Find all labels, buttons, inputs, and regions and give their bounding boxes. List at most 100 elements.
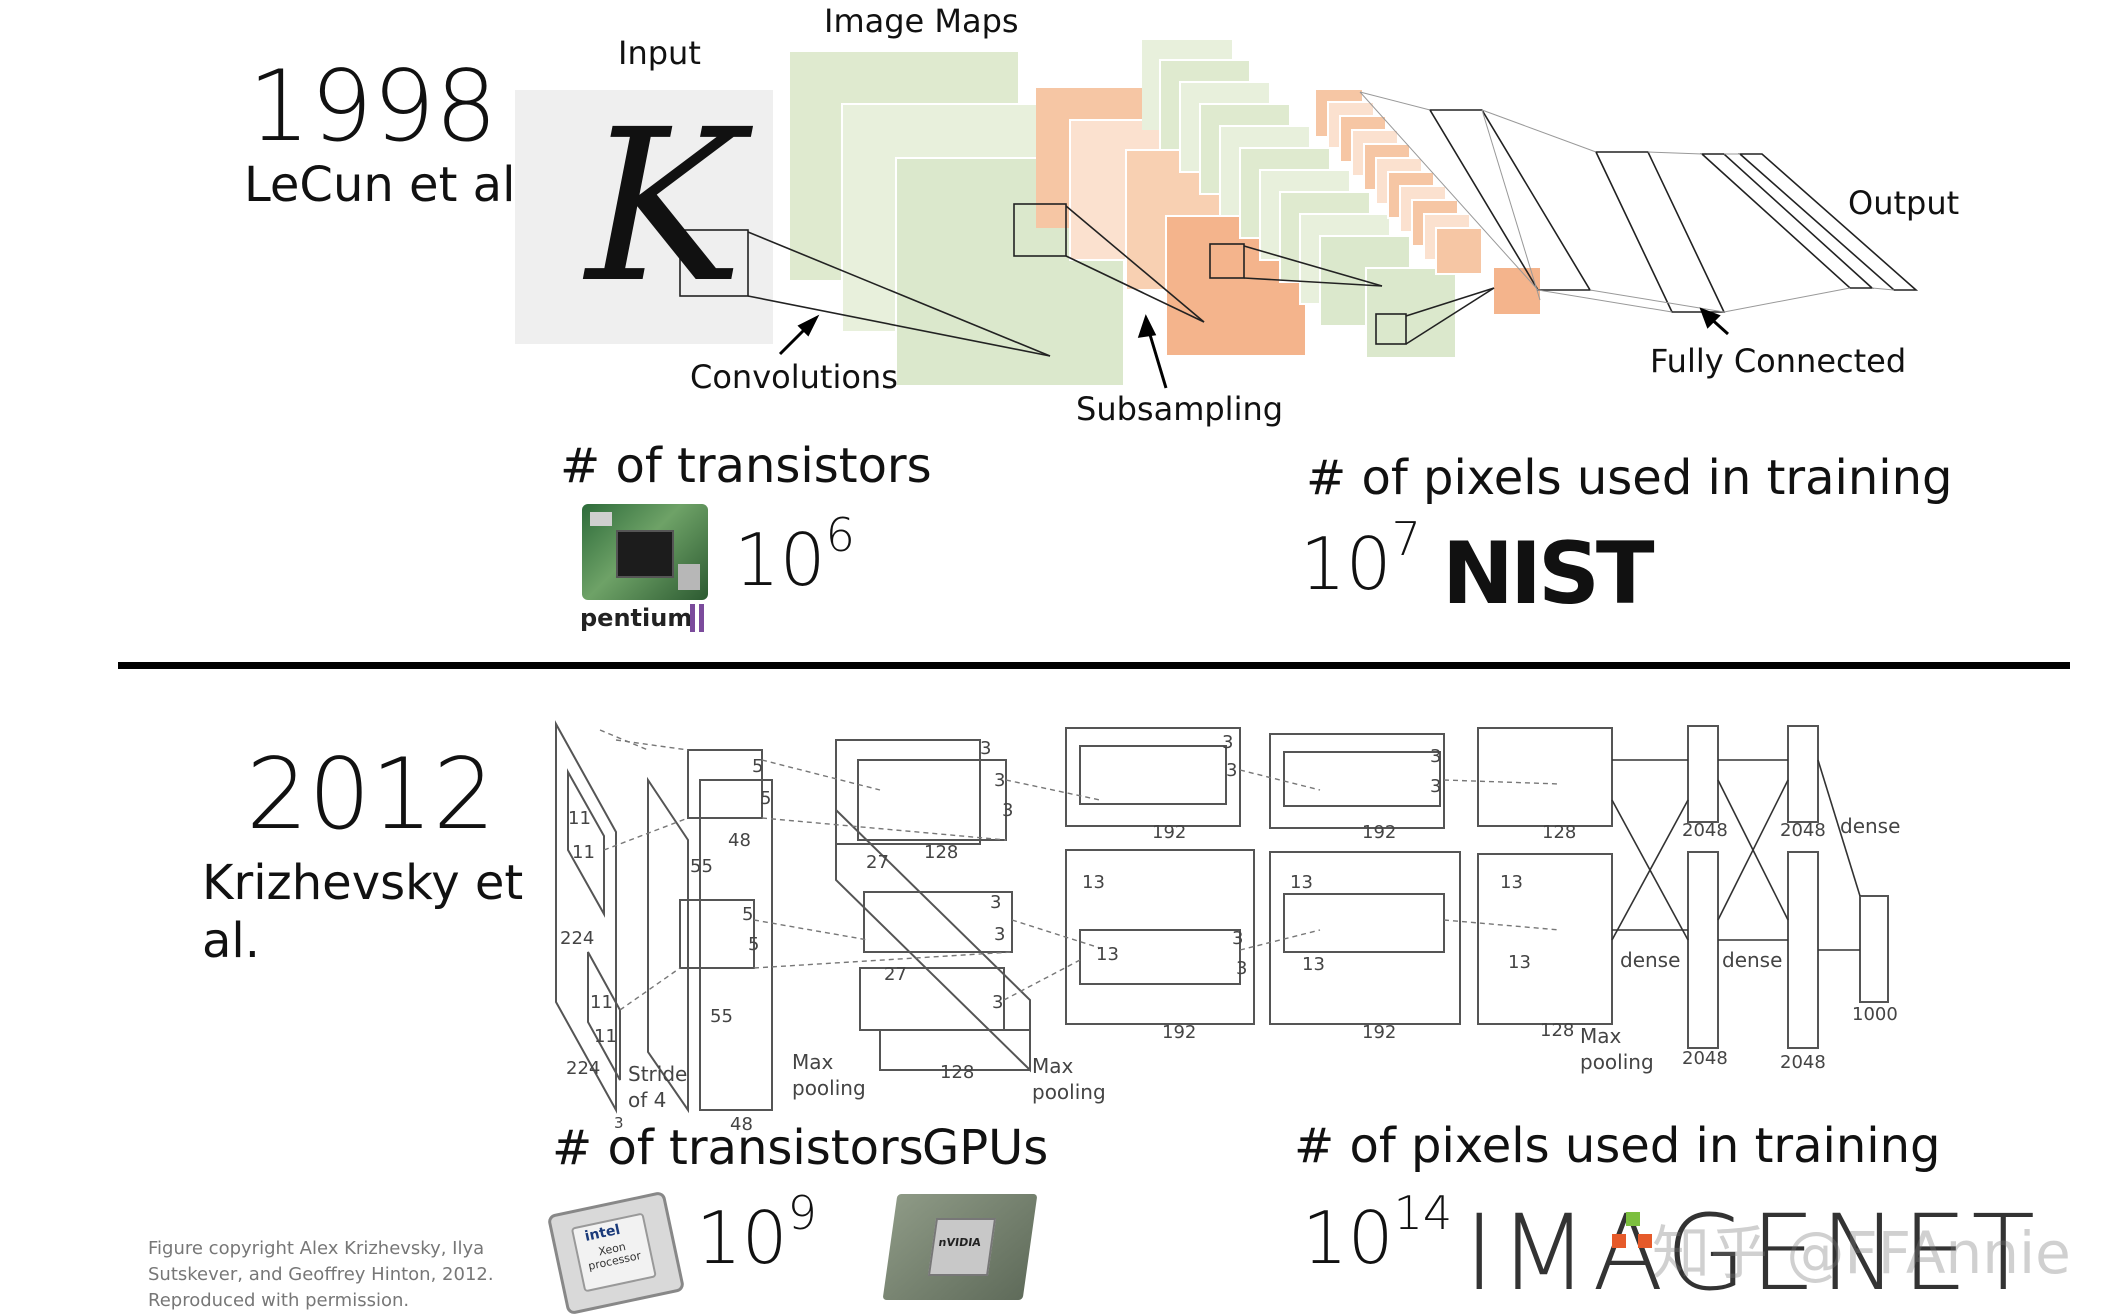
dense-layer — [1787, 851, 1819, 1049]
year-2012: 2012 — [246, 738, 496, 852]
input-label: Input — [618, 34, 701, 72]
kernel-cube — [863, 891, 1013, 953]
dim-label: 5 — [760, 788, 772, 809]
fully-connected-label: Fully Connected — [1650, 342, 1907, 380]
year-1998: 1998 — [248, 50, 498, 164]
dim-label: 11 — [594, 1026, 617, 1047]
dim-label: 13 — [1082, 872, 1105, 893]
conv1-volume — [647, 776, 689, 1114]
dim-label: 224 — [560, 928, 595, 949]
input-plane — [515, 90, 773, 344]
dim-label: 13 — [1500, 872, 1523, 893]
dense-layer — [1787, 725, 1819, 823]
dim-label: 11 — [572, 842, 595, 863]
dim-label: 3 — [994, 924, 1006, 945]
imagenet-logo: IMAGENET — [1464, 1192, 2040, 1314]
dim-label: 3 — [1430, 776, 1442, 797]
author-krizhevsky-line2: al. — [202, 913, 261, 969]
dim-label: 3 — [1002, 800, 1014, 821]
dim-label: 1000 — [1852, 1004, 1898, 1025]
dim-label: 3 — [990, 892, 1002, 913]
dim-label: 3 — [1226, 760, 1238, 781]
dense-label: dense — [1620, 948, 1681, 972]
dim-label: 11 — [590, 992, 613, 1013]
dim-label: 13 — [1508, 952, 1531, 973]
dim-label: 128 — [1540, 1020, 1575, 1041]
dense-layer — [1687, 725, 1719, 823]
dim-label: 3 — [994, 770, 1006, 791]
conv5-volume — [1477, 727, 1613, 827]
input-glyph: K — [586, 84, 743, 329]
kernel-cube — [859, 967, 1005, 1031]
dim-label: 5 — [748, 934, 760, 955]
dense-connections — [1611, 759, 1861, 951]
dim-label: 3 — [1430, 746, 1442, 767]
dim-label: 55 — [690, 856, 713, 877]
watermark: 知乎 @FFAnnie — [1652, 1219, 2071, 1287]
dense-label: dense — [1840, 814, 1901, 838]
nvidia-logo: nVIDIA — [937, 1236, 982, 1249]
dim-label: 192 — [1162, 1022, 1197, 1043]
input-volume — [555, 720, 617, 1114]
gpu-chip-image: nVIDIA — [882, 1194, 1038, 1300]
transistors-label-1998: # of transistors — [560, 438, 932, 494]
kernel-cube — [1283, 893, 1445, 953]
kernel-cube — [1283, 751, 1441, 807]
pentium-ii-mark — [690, 604, 704, 632]
dim-label: 2048 — [1682, 820, 1728, 841]
receptive-field-lines — [679, 203, 1495, 357]
conv4-volume — [1269, 851, 1461, 1025]
dim-label: 11 — [568, 808, 591, 829]
transistors-label-2012: # of transistors — [552, 1120, 924, 1176]
pixels-label-1998: # of pixels used in training — [1306, 450, 1953, 506]
dim-label: 5 — [752, 756, 764, 777]
dim-label: 2048 — [1682, 1048, 1728, 1069]
dim-label: 13 — [1302, 954, 1325, 975]
pool-label: pooling — [1032, 1080, 1106, 1104]
transistors-value-2012: 109 — [696, 1186, 817, 1280]
dim-label: 3 — [1236, 958, 1248, 979]
dim-label: 13 — [1290, 872, 1313, 893]
annotation-arrows — [778, 307, 1730, 389]
dim-label: 192 — [1362, 822, 1397, 843]
pool-label: Max — [1580, 1024, 1622, 1048]
kernel-cube — [1079, 745, 1227, 805]
pentium-chip-image — [582, 504, 708, 600]
dim-label: 48 — [728, 830, 751, 851]
dim-label: 13 — [1096, 944, 1119, 965]
output-layer — [1859, 895, 1889, 1003]
dim-label: 55 — [710, 1006, 733, 1027]
dim-label: 2048 — [1780, 1052, 1826, 1073]
kernel-box — [587, 951, 621, 1081]
dim-label: 3 — [992, 992, 1004, 1013]
dim-label: 224 — [566, 1058, 601, 1079]
conv4-volume — [1269, 733, 1445, 829]
dim-label: 192 — [1362, 1022, 1397, 1043]
dim-label: 3 — [614, 1114, 624, 1132]
pool-label: pooling — [792, 1076, 866, 1100]
pixels-value-2012: 1014 — [1302, 1186, 1453, 1280]
dim-label: 2048 — [1780, 820, 1826, 841]
dense-layer — [1687, 851, 1719, 1049]
conv5-volume — [1477, 853, 1613, 1025]
dim-label: 48 — [730, 1114, 753, 1135]
transistors-value-1998: 106 — [734, 508, 855, 602]
dim-label: 128 — [924, 842, 959, 863]
conv3-volume — [1065, 727, 1241, 827]
pool-label: Max — [1032, 1054, 1074, 1078]
image-maps-label: Image Maps — [824, 2, 1019, 40]
dim-label: 5 — [742, 904, 754, 925]
dim-label: 27 — [884, 964, 907, 985]
author-krizhevsky-line1: Krizhevsky et — [202, 855, 524, 911]
dim-label: 128 — [940, 1062, 975, 1083]
dense-label: dense — [1722, 948, 1783, 972]
conv2-volume — [879, 1029, 1031, 1071]
feature-map-stack-2 — [1142, 40, 1457, 359]
dim-label: 192 — [1152, 822, 1187, 843]
pixels-value-1998: 107 — [1300, 512, 1421, 606]
subsampling-label: Subsampling — [1076, 390, 1284, 428]
author-lecun: LeCun et al. — [244, 157, 531, 213]
dim-label: of 4 — [628, 1088, 667, 1112]
